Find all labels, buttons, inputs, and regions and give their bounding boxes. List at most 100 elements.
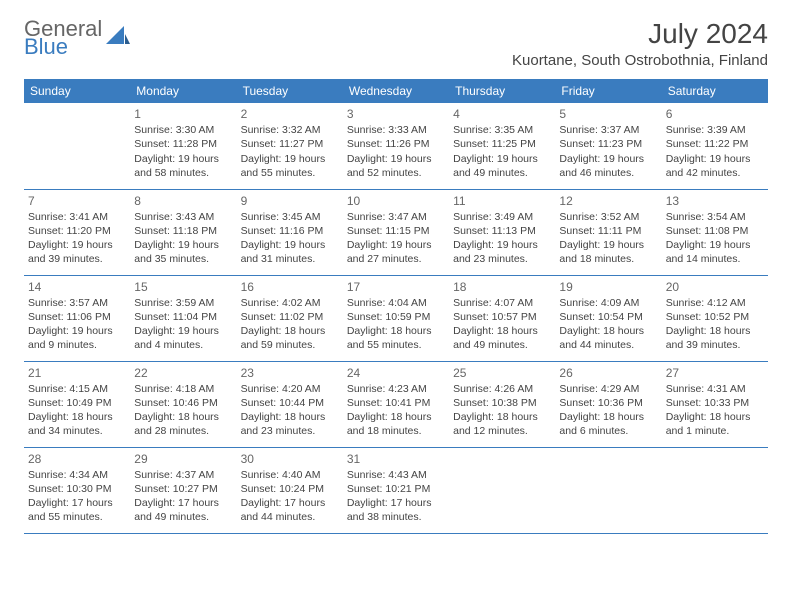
sail-icon xyxy=(106,26,130,51)
calendar-day: 12Sunrise: 3:52 AMSunset: 11:11 PMDaylig… xyxy=(555,189,661,275)
sunset-text: Sunset: 10:24 PM xyxy=(241,482,339,496)
weekday-header-row: SundayMondayTuesdayWednesdayThursdayFrid… xyxy=(24,79,768,103)
day-number: 14 xyxy=(28,279,126,295)
daylight-text: Daylight: 17 hours and 38 minutes. xyxy=(347,496,445,524)
brand-logo: General Blue xyxy=(24,18,130,58)
daylight-text: Daylight: 18 hours and 34 minutes. xyxy=(28,410,126,438)
sunset-text: Sunset: 11:27 PM xyxy=(241,137,339,151)
day-number: 7 xyxy=(28,193,126,209)
sunrise-text: Sunrise: 3:32 AM xyxy=(241,123,339,137)
day-number: 1 xyxy=(134,106,232,122)
sunset-text: Sunset: 11:23 PM xyxy=(559,137,657,151)
day-number: 28 xyxy=(28,451,126,467)
day-number: 29 xyxy=(134,451,232,467)
daylight-text: Daylight: 19 hours and 52 minutes. xyxy=(347,152,445,180)
calendar-day: 18Sunrise: 4:07 AMSunset: 10:57 PMDaylig… xyxy=(449,275,555,361)
daylight-text: Daylight: 18 hours and 59 minutes. xyxy=(241,324,339,352)
sunrise-text: Sunrise: 4:29 AM xyxy=(559,382,657,396)
month-title: July 2024 xyxy=(512,18,768,50)
daylight-text: Daylight: 19 hours and 58 minutes. xyxy=(134,152,232,180)
calendar-day: 25Sunrise: 4:26 AMSunset: 10:38 PMDaylig… xyxy=(449,361,555,447)
title-block: July 2024 Kuortane, South Ostrobothnia, … xyxy=(512,18,768,69)
weekday-header: Thursday xyxy=(449,79,555,103)
day-number: 19 xyxy=(559,279,657,295)
sunset-text: Sunset: 11:08 PM xyxy=(666,224,764,238)
header: General Blue July 2024 Kuortane, South O… xyxy=(24,18,768,69)
daylight-text: Daylight: 19 hours and 14 minutes. xyxy=(666,238,764,266)
daylight-text: Daylight: 18 hours and 28 minutes. xyxy=(134,410,232,438)
day-number: 25 xyxy=(453,365,551,381)
daylight-text: Daylight: 18 hours and 23 minutes. xyxy=(241,410,339,438)
sunrise-text: Sunrise: 4:07 AM xyxy=(453,296,551,310)
calendar-day: 9Sunrise: 3:45 AMSunset: 11:16 PMDayligh… xyxy=(237,189,343,275)
calendar-day: 13Sunrise: 3:54 AMSunset: 11:08 PMDaylig… xyxy=(662,189,768,275)
calendar-day: 26Sunrise: 4:29 AMSunset: 10:36 PMDaylig… xyxy=(555,361,661,447)
daylight-text: Daylight: 19 hours and 27 minutes. xyxy=(347,238,445,266)
weekday-header: Wednesday xyxy=(343,79,449,103)
sunrise-text: Sunrise: 4:43 AM xyxy=(347,468,445,482)
day-number: 6 xyxy=(666,106,764,122)
day-number: 21 xyxy=(28,365,126,381)
daylight-text: Daylight: 19 hours and 42 minutes. xyxy=(666,152,764,180)
calendar-day: 6Sunrise: 3:39 AMSunset: 11:22 PMDayligh… xyxy=(662,103,768,189)
calendar-day: 20Sunrise: 4:12 AMSunset: 10:52 PMDaylig… xyxy=(662,275,768,361)
day-number: 26 xyxy=(559,365,657,381)
brand-text: General Blue xyxy=(24,18,102,58)
daylight-text: Daylight: 19 hours and 9 minutes. xyxy=(28,324,126,352)
sunrise-text: Sunrise: 3:41 AM xyxy=(28,210,126,224)
sunrise-text: Sunrise: 3:33 AM xyxy=(347,123,445,137)
sunset-text: Sunset: 10:30 PM xyxy=(28,482,126,496)
day-number: 20 xyxy=(666,279,764,295)
calendar-day: 4Sunrise: 3:35 AMSunset: 11:25 PMDayligh… xyxy=(449,103,555,189)
sunrise-text: Sunrise: 4:12 AM xyxy=(666,296,764,310)
calendar-day: 22Sunrise: 4:18 AMSunset: 10:46 PMDaylig… xyxy=(130,361,236,447)
calendar-day: 19Sunrise: 4:09 AMSunset: 10:54 PMDaylig… xyxy=(555,275,661,361)
calendar-day: 21Sunrise: 4:15 AMSunset: 10:49 PMDaylig… xyxy=(24,361,130,447)
sunset-text: Sunset: 10:33 PM xyxy=(666,396,764,410)
daylight-text: Daylight: 19 hours and 31 minutes. xyxy=(241,238,339,266)
sunrise-text: Sunrise: 3:35 AM xyxy=(453,123,551,137)
day-number: 13 xyxy=(666,193,764,209)
day-number: 22 xyxy=(134,365,232,381)
day-number: 30 xyxy=(241,451,339,467)
day-number: 31 xyxy=(347,451,445,467)
sunrise-text: Sunrise: 3:37 AM xyxy=(559,123,657,137)
sunset-text: Sunset: 10:59 PM xyxy=(347,310,445,324)
day-number: 23 xyxy=(241,365,339,381)
sunset-text: Sunset: 10:57 PM xyxy=(453,310,551,324)
sunset-text: Sunset: 10:41 PM xyxy=(347,396,445,410)
sunset-text: Sunset: 10:49 PM xyxy=(28,396,126,410)
daylight-text: Daylight: 19 hours and 55 minutes. xyxy=(241,152,339,180)
sunrise-text: Sunrise: 4:20 AM xyxy=(241,382,339,396)
calendar-week: 7Sunrise: 3:41 AMSunset: 11:20 PMDayligh… xyxy=(24,189,768,275)
sunrise-text: Sunrise: 3:57 AM xyxy=(28,296,126,310)
daylight-text: Daylight: 17 hours and 55 minutes. xyxy=(28,496,126,524)
day-number: 12 xyxy=(559,193,657,209)
daylight-text: Daylight: 18 hours and 18 minutes. xyxy=(347,410,445,438)
sunrise-text: Sunrise: 4:15 AM xyxy=(28,382,126,396)
sunrise-text: Sunrise: 4:18 AM xyxy=(134,382,232,396)
daylight-text: Daylight: 18 hours and 44 minutes. xyxy=(559,324,657,352)
calendar-week: 14Sunrise: 3:57 AMSunset: 11:06 PMDaylig… xyxy=(24,275,768,361)
daylight-text: Daylight: 17 hours and 49 minutes. xyxy=(134,496,232,524)
sunset-text: Sunset: 10:54 PM xyxy=(559,310,657,324)
sunrise-text: Sunrise: 4:31 AM xyxy=(666,382,764,396)
calendar-day: 15Sunrise: 3:59 AMSunset: 11:04 PMDaylig… xyxy=(130,275,236,361)
sunset-text: Sunset: 10:36 PM xyxy=(559,396,657,410)
sunset-text: Sunset: 10:52 PM xyxy=(666,310,764,324)
calendar-day: 10Sunrise: 3:47 AMSunset: 11:15 PMDaylig… xyxy=(343,189,449,275)
sunrise-text: Sunrise: 3:47 AM xyxy=(347,210,445,224)
sunrise-text: Sunrise: 4:09 AM xyxy=(559,296,657,310)
calendar-day: 23Sunrise: 4:20 AMSunset: 10:44 PMDaylig… xyxy=(237,361,343,447)
daylight-text: Daylight: 19 hours and 49 minutes. xyxy=(453,152,551,180)
day-number: 9 xyxy=(241,193,339,209)
sunset-text: Sunset: 10:44 PM xyxy=(241,396,339,410)
daylight-text: Daylight: 18 hours and 12 minutes. xyxy=(453,410,551,438)
daylight-text: Daylight: 19 hours and 4 minutes. xyxy=(134,324,232,352)
sunset-text: Sunset: 11:02 PM xyxy=(241,310,339,324)
daylight-text: Daylight: 19 hours and 39 minutes. xyxy=(28,238,126,266)
calendar-week: 1Sunrise: 3:30 AMSunset: 11:28 PMDayligh… xyxy=(24,103,768,189)
day-number: 24 xyxy=(347,365,445,381)
calendar-day: 17Sunrise: 4:04 AMSunset: 10:59 PMDaylig… xyxy=(343,275,449,361)
calendar-day: 30Sunrise: 4:40 AMSunset: 10:24 PMDaylig… xyxy=(237,447,343,533)
